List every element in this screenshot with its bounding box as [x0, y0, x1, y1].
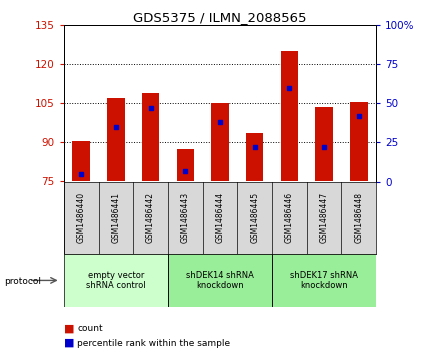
Title: GDS5375 / ILMN_2088565: GDS5375 / ILMN_2088565: [133, 11, 307, 24]
Bar: [281, 52, 298, 182]
Bar: [142, 93, 159, 182]
Bar: [246, 133, 264, 182]
Point: [112, 124, 119, 130]
Text: GSM1486446: GSM1486446: [285, 192, 294, 243]
FancyBboxPatch shape: [272, 254, 376, 307]
Point: [147, 105, 154, 111]
Text: GSM1486443: GSM1486443: [181, 192, 190, 243]
Text: GSM1486444: GSM1486444: [216, 192, 224, 243]
Bar: [176, 149, 194, 182]
Point: [286, 85, 293, 91]
Text: percentile rank within the sample: percentile rank within the sample: [77, 339, 230, 347]
Text: shDEK14 shRNA
knockdown: shDEK14 shRNA knockdown: [186, 271, 254, 290]
Bar: [211, 103, 229, 182]
Point: [216, 119, 224, 125]
Text: shDEK17 shRNA
knockdown: shDEK17 shRNA knockdown: [290, 271, 358, 290]
Text: GSM1486445: GSM1486445: [250, 192, 259, 243]
Bar: [107, 98, 125, 182]
Bar: [350, 102, 367, 182]
FancyBboxPatch shape: [168, 254, 272, 307]
Text: GSM1486441: GSM1486441: [111, 192, 121, 243]
Point: [356, 113, 363, 119]
FancyBboxPatch shape: [64, 254, 168, 307]
Bar: [73, 141, 90, 182]
Point: [182, 168, 189, 174]
Text: protocol: protocol: [4, 277, 41, 286]
Text: ■: ■: [64, 323, 74, 334]
Text: GSM1486448: GSM1486448: [354, 192, 363, 243]
Bar: [315, 107, 333, 182]
Point: [77, 171, 84, 176]
Text: GSM1486447: GSM1486447: [319, 192, 329, 243]
Text: empty vector
shRNA control: empty vector shRNA control: [86, 271, 146, 290]
Text: GSM1486440: GSM1486440: [77, 192, 86, 243]
Point: [251, 144, 258, 150]
Text: ■: ■: [64, 338, 74, 348]
Point: [321, 144, 328, 150]
Text: GSM1486442: GSM1486442: [146, 192, 155, 243]
Text: count: count: [77, 324, 103, 333]
